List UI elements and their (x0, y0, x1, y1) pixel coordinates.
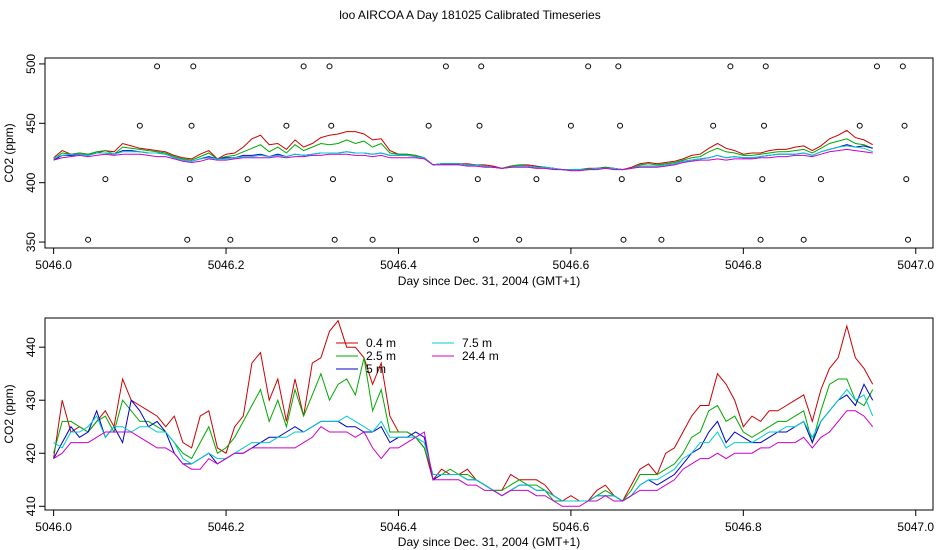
bottom-x-axis-label: Day since Dec. 31, 2004 (GMT+1) (398, 535, 580, 549)
top-markers-group (85, 63, 911, 243)
top-series-group (53, 129, 873, 172)
data-marker (620, 236, 627, 243)
data-marker (567, 122, 574, 129)
x-tick-label: 5046.8 (725, 520, 762, 534)
top-panel: 5046.0 5046.2 5046.4 5046.6 5046.8 5047.0 350… (2, 54, 934, 288)
data-marker (331, 236, 338, 243)
top-plot-frame (44, 57, 934, 249)
data-marker (474, 176, 481, 183)
data-marker (817, 176, 824, 183)
legend-label: 5 m (366, 362, 386, 376)
top-x-axis-label: Day since Dec. 31, 2004 (GMT+1) (398, 274, 580, 288)
bottom-plot-frame (44, 317, 934, 511)
data-marker (102, 176, 109, 183)
top-x-axis: 5046.0 5046.2 5046.4 5046.6 5046.8 5047.0 (35, 248, 934, 272)
data-marker (727, 63, 734, 70)
data-marker (442, 63, 449, 70)
series-line (53, 410, 874, 507)
data-marker (154, 63, 161, 70)
x-tick-label: 5047.0 (897, 520, 934, 534)
x-tick-label: 5046.2 (208, 258, 245, 272)
series-line (53, 129, 873, 171)
series-line (53, 388, 874, 502)
bottom-y-axis: 410 420 430 440 (24, 337, 45, 516)
y-tick-label: 440 (24, 337, 38, 357)
data-marker (762, 63, 769, 70)
x-tick-label: 5046.8 (725, 258, 762, 272)
data-marker (800, 236, 807, 243)
legend-label: 24.4 m (462, 349, 499, 363)
data-marker (585, 63, 592, 70)
top-y-axis-label: CO2 (ppm) (2, 123, 16, 182)
series-line (53, 148, 873, 172)
data-marker (615, 63, 622, 70)
x-tick-label: 5047.0 (897, 258, 934, 272)
data-marker (903, 176, 910, 183)
data-marker (759, 176, 766, 183)
data-marker (227, 236, 234, 243)
y-tick-label: 410 (24, 496, 38, 516)
data-marker (328, 122, 335, 129)
data-marker (136, 122, 143, 129)
y-tick-label: 500 (24, 54, 38, 74)
legend-label: 0.4 m (366, 336, 396, 350)
x-tick-label: 5046.0 (35, 520, 72, 534)
data-marker (710, 122, 717, 129)
data-marker (757, 236, 764, 243)
data-marker (904, 236, 911, 243)
data-marker (901, 122, 908, 129)
data-marker (533, 176, 540, 183)
legend: 0.4 m2.5 m5 m 7.5 m24.4 m (336, 336, 499, 376)
bottom-panel: 5046.0 5046.2 5046.4 5046.6 5046.8 5047.0 410… (2, 317, 934, 549)
x-tick-label: 5046.4 (380, 520, 417, 534)
y-tick-label: 420 (24, 443, 38, 463)
data-marker (386, 176, 393, 183)
data-marker (899, 63, 906, 70)
bottom-x-axis: 5046.0 5046.2 5046.4 5046.6 5046.8 5047.0 (35, 510, 934, 534)
data-marker (283, 122, 290, 129)
chart-title: loo AIRCOA A Day 181025 Calibrated Times… (339, 8, 600, 22)
data-marker (369, 236, 376, 243)
data-marker (618, 176, 625, 183)
data-marker (873, 63, 880, 70)
data-marker (856, 122, 863, 129)
x-tick-label: 5046.6 (553, 520, 590, 534)
data-marker (516, 236, 523, 243)
data-marker (473, 236, 480, 243)
data-marker (188, 122, 195, 129)
y-tick-label: 430 (24, 390, 38, 410)
bottom-series-group (53, 319, 874, 507)
y-tick-label: 350 (24, 232, 38, 252)
y-tick-label: 400 (24, 172, 38, 192)
data-marker (675, 176, 682, 183)
data-marker (186, 176, 193, 183)
x-tick-label: 5046.4 (380, 258, 417, 272)
data-marker (190, 63, 197, 70)
data-marker (425, 122, 432, 129)
data-marker (85, 236, 92, 243)
data-marker (326, 63, 333, 70)
series-line (53, 357, 874, 502)
x-tick-label: 5046.2 (208, 520, 245, 534)
x-tick-label: 5046.0 (35, 258, 72, 272)
data-marker (476, 122, 483, 129)
data-marker (184, 236, 191, 243)
series-line (53, 319, 874, 502)
data-marker (329, 176, 336, 183)
x-tick-label: 5046.6 (553, 258, 590, 272)
y-tick-label: 450 (24, 113, 38, 133)
data-marker (244, 176, 251, 183)
data-marker (617, 122, 624, 129)
bottom-y-axis-label: CO2 (ppm) (2, 384, 16, 443)
series-line (53, 138, 873, 171)
legend-label: 2.5 m (366, 349, 396, 363)
series-line (53, 145, 873, 171)
data-marker (658, 236, 665, 243)
data-marker (300, 63, 307, 70)
top-y-axis: 350 400 450 500 (24, 54, 45, 252)
data-marker (761, 122, 768, 129)
legend-label: 7.5 m (462, 336, 492, 350)
data-marker (478, 63, 485, 70)
